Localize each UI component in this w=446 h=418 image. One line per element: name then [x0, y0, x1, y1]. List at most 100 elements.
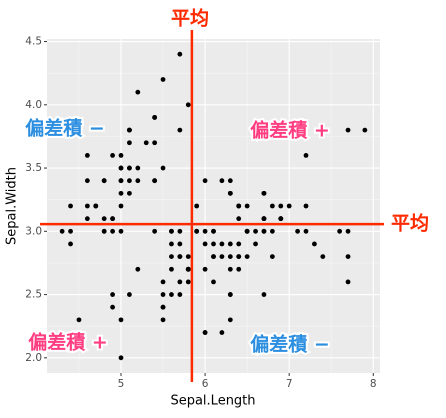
point: [362, 127, 368, 133]
point: [68, 203, 73, 209]
point: [160, 77, 166, 82]
point: [118, 355, 124, 361]
point: [286, 203, 292, 209]
point: [169, 241, 174, 247]
annotation: 偏差積 +: [250, 119, 330, 142]
point: [177, 127, 183, 133]
point: [202, 178, 208, 184]
point: [127, 292, 132, 297]
point: [169, 266, 174, 272]
point: [177, 51, 183, 57]
point: [236, 266, 242, 272]
point: [269, 228, 275, 234]
point: [261, 228, 267, 234]
point: [227, 254, 233, 260]
point: [211, 279, 216, 285]
point: [152, 178, 158, 184]
point: [278, 216, 284, 222]
point: [160, 304, 166, 310]
point: [345, 127, 351, 133]
point: [194, 203, 200, 209]
point: [169, 228, 174, 234]
point: [202, 330, 208, 335]
point: [135, 89, 141, 95]
point: [236, 203, 242, 209]
point: [337, 228, 343, 234]
point: [345, 254, 351, 260]
point: [261, 292, 267, 297]
panel: [47, 39, 380, 373]
point: [202, 241, 208, 247]
point: [110, 152, 115, 158]
point: [320, 254, 326, 260]
point: [185, 266, 191, 272]
point: [84, 216, 90, 222]
point: [135, 266, 141, 272]
point: [244, 228, 250, 234]
point: [101, 228, 107, 234]
point: [345, 228, 351, 234]
point: [202, 228, 208, 234]
x-tick-label: 8: [370, 378, 377, 390]
point: [160, 317, 166, 323]
point: [127, 127, 132, 133]
point: [135, 165, 141, 171]
point: [202, 266, 208, 272]
point: [211, 228, 216, 234]
point: [76, 317, 82, 323]
point: [185, 254, 191, 260]
point: [84, 152, 90, 158]
x-tick-label: 6: [202, 378, 209, 390]
annotation: 偏差積 −: [25, 117, 105, 140]
point: [93, 203, 99, 209]
point: [219, 254, 225, 260]
point: [160, 165, 166, 171]
point: [236, 241, 242, 247]
annotation: 偏差積 −: [250, 333, 330, 356]
point: [127, 140, 132, 146]
point: [312, 241, 317, 247]
point: [269, 203, 275, 209]
annotation: 平均: [391, 212, 429, 235]
point: [118, 165, 124, 171]
point: [143, 140, 149, 146]
point: [101, 178, 107, 184]
point: [303, 228, 309, 234]
y-tick-label: 4.0: [25, 99, 42, 111]
point: [227, 178, 233, 184]
point: [152, 115, 158, 120]
point: [227, 292, 233, 297]
point: [68, 241, 73, 247]
point: [194, 228, 200, 234]
y-tick-label: 2.0: [25, 352, 42, 364]
point: [261, 190, 267, 196]
point: [118, 203, 124, 209]
point: [227, 190, 233, 196]
point: [177, 279, 183, 285]
annotation: 平均: [171, 7, 209, 30]
point: [253, 241, 258, 247]
point: [127, 178, 132, 184]
y-tick-label: 3.0: [25, 225, 42, 237]
point: [345, 279, 351, 285]
point: [219, 330, 225, 335]
y-axis-title: Sepal.Width: [5, 167, 20, 245]
point: [236, 216, 242, 222]
y-tick-label: 4.5: [25, 36, 42, 48]
point: [160, 279, 166, 285]
point: [244, 254, 250, 260]
point: [169, 254, 174, 260]
point: [59, 228, 65, 234]
point: [101, 216, 107, 222]
y-tick-label: 2.5: [25, 289, 42, 301]
point: [227, 317, 233, 323]
point: [211, 241, 216, 247]
point: [110, 304, 115, 310]
point: [110, 216, 115, 222]
y-tick-label: 3.5: [25, 162, 42, 174]
point: [303, 203, 309, 209]
point: [236, 254, 242, 260]
point: [118, 190, 124, 196]
x-axis-title: Sepal.Length: [170, 394, 255, 409]
